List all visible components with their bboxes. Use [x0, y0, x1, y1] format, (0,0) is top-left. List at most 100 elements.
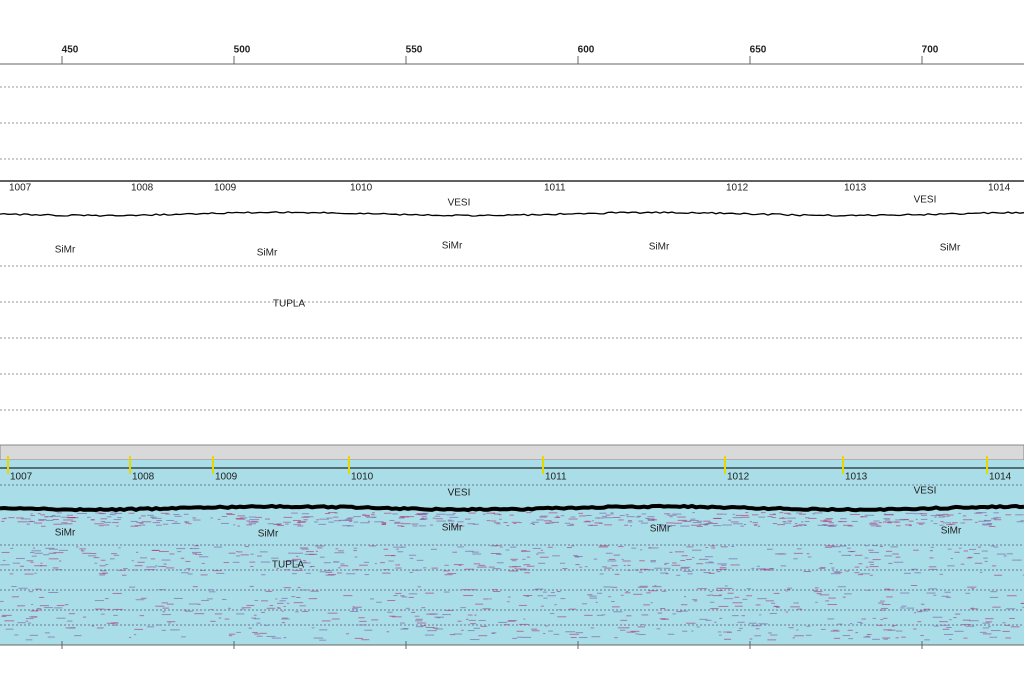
seismic-noise — [538, 552, 545, 553]
seismic-noise — [849, 555, 851, 556]
seismic-noise — [354, 522, 359, 523]
seismic-noise — [669, 552, 672, 553]
seismic-noise — [507, 525, 510, 526]
seismic-noise — [365, 516, 370, 517]
seismic-noise — [134, 634, 136, 635]
seismic-noise — [638, 521, 643, 522]
seismic-noise — [870, 575, 873, 576]
seismic-noise — [369, 545, 375, 546]
seismic-noise — [358, 624, 366, 625]
seismic-noise — [249, 522, 259, 523]
seismic-noise — [95, 609, 104, 610]
seismic-noise — [111, 553, 117, 554]
seismic-noise — [829, 525, 833, 526]
seismic-noise — [524, 572, 530, 573]
seismic-noise — [992, 565, 996, 566]
seismic-noise — [536, 554, 538, 555]
seismic-noise — [364, 562, 369, 563]
seismic-noise — [326, 572, 333, 573]
seismic-noise — [237, 515, 245, 516]
seismic-noise — [250, 566, 253, 567]
seismic-noise — [549, 512, 558, 513]
seismic-noise — [173, 514, 179, 515]
seismic-noise — [34, 523, 42, 524]
seismic-noise — [142, 525, 145, 526]
seismic-noise — [645, 518, 649, 519]
seismic-noise — [101, 513, 104, 514]
seismic-noise — [905, 524, 912, 525]
seismic-noise — [878, 602, 884, 603]
seismic-noise — [265, 591, 272, 592]
seismic-noise — [338, 550, 344, 551]
seismic-noise — [346, 573, 355, 574]
seismic-noise — [48, 637, 55, 638]
seismic-noise — [609, 559, 616, 560]
seismic-noise — [14, 634, 18, 635]
seismic-noise — [741, 517, 749, 518]
seismic-noise — [714, 622, 716, 623]
seismic-noise — [706, 547, 708, 548]
seismic-noise — [319, 519, 329, 520]
seismic-noise — [840, 518, 847, 519]
seismic-noise — [843, 635, 850, 636]
seismic-noise — [510, 515, 514, 516]
seismic-noise — [882, 637, 890, 638]
seismic-noise — [808, 556, 812, 557]
seismic-noise — [895, 519, 905, 520]
seismic-noise — [460, 607, 466, 608]
seismic-noise — [604, 517, 612, 518]
seismic-noise — [958, 513, 961, 514]
seismic-noise — [246, 605, 254, 606]
seismic-noise — [512, 566, 521, 567]
seismic-noise — [137, 562, 144, 563]
seismic-noise — [174, 598, 183, 599]
seismic-noise — [353, 516, 360, 517]
seismic-noise — [510, 559, 517, 560]
seismic-noise — [166, 520, 174, 521]
seismic-noise — [254, 600, 258, 601]
seismic-noise — [880, 610, 886, 611]
seismic-noise — [31, 604, 33, 605]
seismic-noise — [873, 559, 881, 560]
seismic-noise — [288, 553, 294, 554]
seismic-noise — [531, 629, 537, 630]
seismic-noise — [551, 522, 559, 523]
seismic-noise — [858, 574, 863, 575]
seismic-noise — [522, 637, 531, 638]
seismic-noise — [961, 564, 965, 565]
seismic-noise — [49, 549, 58, 550]
seismic-noise — [718, 631, 721, 632]
seismic-noise — [1004, 555, 1007, 556]
seismic-noise — [228, 608, 231, 609]
seismic-noise — [737, 630, 741, 631]
seismic-noise — [237, 526, 239, 527]
seismic-noise — [672, 565, 681, 566]
seismic-noise — [354, 557, 357, 558]
seismic-noise — [716, 569, 720, 570]
seismic-noise — [565, 523, 570, 524]
seismic-noise — [297, 522, 305, 523]
seismic-noise — [725, 588, 732, 589]
seismic-noise — [30, 552, 34, 553]
seismic-noise — [650, 560, 655, 561]
seismic-noise — [337, 573, 342, 574]
fix-label: 1014 — [988, 183, 1011, 194]
seismic-noise — [147, 626, 154, 627]
fix-label: 1009 — [215, 472, 238, 483]
seismic-noise — [163, 611, 165, 612]
seismic-noise — [871, 525, 880, 526]
seismic-noise — [469, 620, 476, 621]
axis-tick-label: 600 — [578, 45, 595, 56]
seismic-noise — [794, 553, 803, 554]
seismic-noise — [194, 545, 199, 546]
seismic-noise — [709, 562, 713, 563]
seismic-noise — [277, 603, 283, 604]
seismic-noise — [627, 627, 630, 628]
seismic-noise — [627, 565, 630, 566]
seismic-noise — [496, 523, 500, 524]
seismic-noise — [38, 520, 44, 521]
seismic-noise — [339, 520, 344, 521]
seismic-noise — [838, 521, 847, 522]
seismic-noise — [360, 522, 369, 523]
seismic-noise — [254, 634, 259, 635]
